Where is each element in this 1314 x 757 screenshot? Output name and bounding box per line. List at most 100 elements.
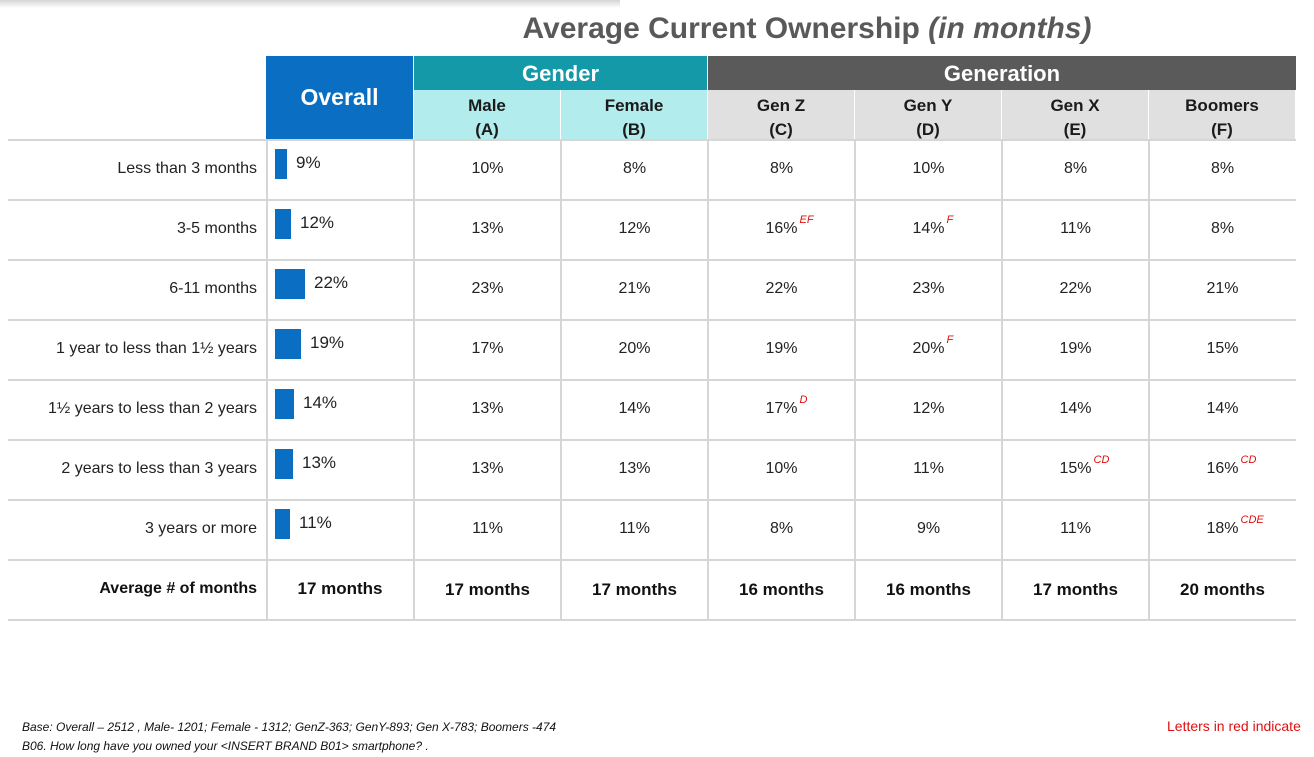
title-unit: (in months)	[928, 12, 1092, 45]
overall-bar	[275, 329, 301, 359]
row-divider	[8, 379, 1296, 381]
overall-bar	[275, 209, 291, 239]
row-divider	[8, 259, 1296, 261]
significance-marker: D	[799, 394, 808, 406]
overall-value: 9%	[296, 153, 321, 172]
table-cell: 16%	[1206, 460, 1239, 477]
column-header-letter: (F)	[1211, 120, 1233, 139]
table-cell: 13%	[471, 220, 504, 237]
table-cell: 19%	[765, 340, 798, 357]
column-header: Female (B)	[561, 90, 707, 139]
table-cell: 13%	[618, 460, 651, 477]
table-cell: 8%	[622, 160, 647, 177]
overall-value: 14%	[303, 393, 338, 412]
generation-header: Generation	[708, 56, 1296, 90]
column-header-name: Gen Z	[756, 96, 806, 115]
column-header-letter: (B)	[622, 120, 646, 139]
summary-cell: 17 months	[591, 580, 678, 599]
column-header: Gen Y (D)	[855, 90, 1001, 139]
table-cell: 19%	[1059, 340, 1092, 357]
table-cell: 15%	[1059, 460, 1092, 477]
significance-marker: F	[946, 334, 954, 346]
overall-value: 12%	[300, 213, 335, 232]
footer-base: Base: Overall – 2512 , Male- 1201; Femal…	[22, 720, 557, 734]
summary-cell: 20 months	[1179, 580, 1266, 599]
column-header-letter: (C)	[769, 120, 793, 139]
table-cell: 8%	[1210, 220, 1235, 237]
overall-value: 19%	[310, 333, 345, 352]
table-cell: 13%	[471, 400, 504, 417]
significance-marker: EF	[799, 214, 814, 226]
column-header-name: Female	[604, 96, 664, 115]
column-header-name: Gen X	[1050, 96, 1100, 115]
title-main: Average Current Ownership	[522, 12, 920, 45]
row-label: 6-11 months	[169, 280, 257, 297]
table-cell: 9%	[916, 520, 941, 537]
table-cell: 23%	[912, 280, 945, 297]
table-cell: 21%	[618, 280, 651, 297]
table-cell: 13%	[471, 460, 504, 477]
table-cell: 12%	[912, 400, 945, 417]
row-label: 1½ years to less than 2 years	[48, 400, 257, 417]
row-divider	[8, 619, 1296, 621]
table-cell: 11%	[1060, 220, 1091, 237]
column-header: Gen X (E)	[1002, 90, 1148, 139]
column-header-letter: (A)	[475, 120, 499, 139]
overall-value: 13%	[302, 453, 337, 472]
significance-marker: CD	[1093, 454, 1110, 466]
row-divider	[8, 559, 1296, 561]
table-cell: 20%	[618, 340, 651, 357]
table-cell: 11%	[472, 520, 503, 537]
column-header-letter: (D)	[916, 120, 940, 139]
table-cell: 20%	[912, 340, 945, 357]
column-header-letter: (E)	[1063, 120, 1087, 139]
row-divider	[8, 439, 1296, 441]
table-cell: 14%	[618, 400, 651, 417]
column-header: Boomers (F)	[1149, 90, 1295, 139]
row-divider	[8, 199, 1296, 201]
row-label: 1 year to less than 1½ years	[56, 340, 257, 357]
significance-marker: F	[946, 214, 954, 226]
table-cell: 22%	[765, 280, 798, 297]
column-header-name: Boomers	[1185, 96, 1259, 115]
table-cell: 10%	[765, 460, 798, 477]
summary-cell: 17 months	[444, 580, 531, 599]
significance-note: Letters in red indicate	[1167, 718, 1301, 734]
table-cell: 10%	[471, 160, 504, 177]
column-header-name: Gen Y	[903, 96, 953, 115]
table-cell: 11%	[619, 520, 650, 537]
overall-value: 11%	[299, 513, 332, 532]
table-cell: 21%	[1206, 280, 1239, 297]
column-divider	[707, 140, 709, 620]
header-divider	[266, 139, 1296, 141]
table-cell: 14%	[1059, 400, 1092, 417]
column-divider	[854, 140, 856, 620]
summary-label: Average # of months	[99, 580, 257, 597]
summary-cell: 16 months	[738, 580, 825, 599]
table-cell: 15%	[1206, 340, 1239, 357]
overall-header: Overall	[266, 56, 413, 139]
row-label: 3 years or more	[144, 520, 257, 537]
table-cell: 14%	[912, 220, 945, 237]
table-cell: 11%	[1060, 520, 1091, 537]
table-cell: 14%	[1206, 400, 1239, 417]
overall-bar	[275, 269, 305, 299]
column-header: Male (A)	[414, 90, 560, 139]
significance-marker: CD	[1240, 454, 1257, 466]
column-divider	[1148, 140, 1150, 620]
gender-header: Gender	[414, 56, 707, 90]
table-cell: 8%	[1063, 160, 1088, 177]
significance-marker: CDE	[1240, 514, 1264, 526]
summary-cell: 16 months	[885, 580, 972, 599]
top-shadow	[0, 0, 620, 8]
table-cell: 22%	[1059, 280, 1092, 297]
column-divider	[560, 140, 562, 620]
table-cell: 18%	[1206, 520, 1239, 537]
overall-bar	[275, 449, 293, 479]
overall-value: 22%	[314, 273, 349, 292]
table-cell: 11%	[913, 460, 944, 477]
table-cell: 16%	[765, 220, 798, 237]
overall-bar	[275, 389, 294, 419]
page-title: Average Current Ownership (in months)	[0, 12, 1314, 52]
column-divider	[413, 140, 415, 620]
